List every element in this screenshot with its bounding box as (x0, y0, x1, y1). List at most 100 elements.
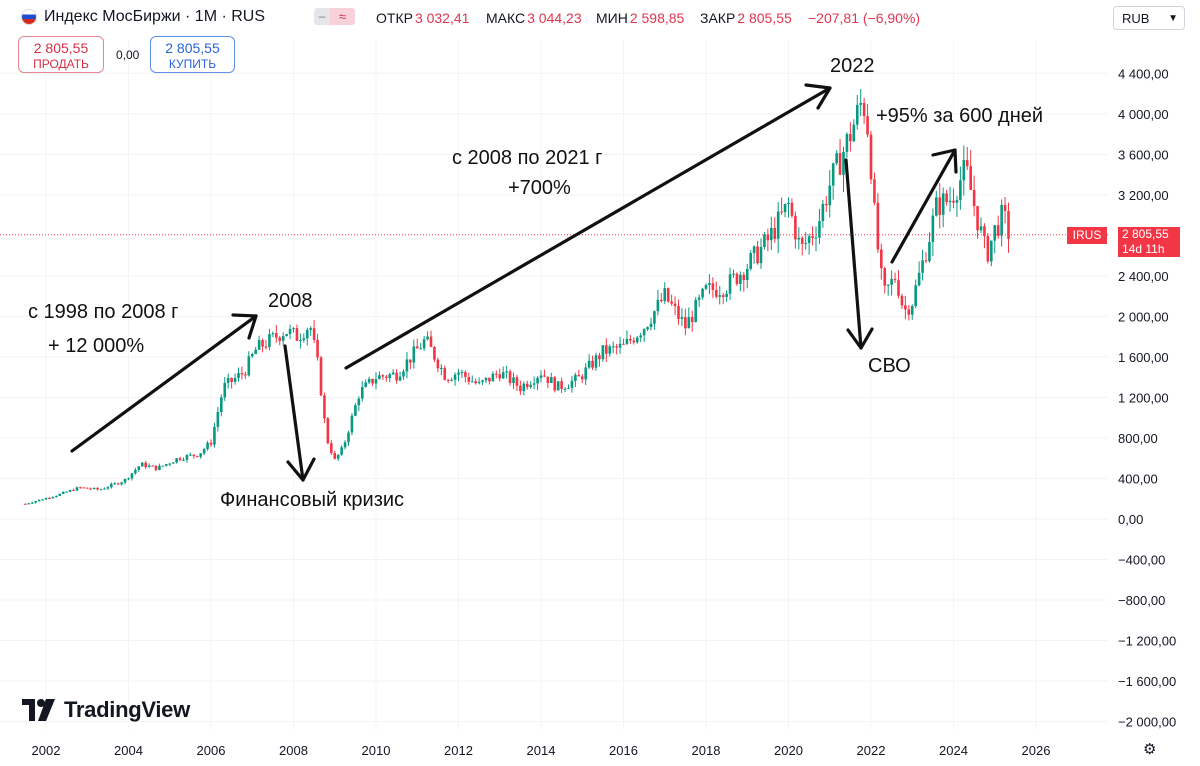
y-tick-label: 400,00 (1118, 471, 1158, 486)
ohlc-low: МИН 2 598,85 (596, 10, 684, 26)
candle-body (728, 274, 732, 294)
candle-body (825, 203, 828, 206)
candle-body (897, 280, 900, 296)
hide-indicator-button[interactable]: – (314, 8, 330, 25)
candle-body (653, 311, 656, 324)
candle-body (120, 482, 123, 485)
compare-icon[interactable]: ≈ (330, 8, 355, 25)
buy-button[interactable]: 2 805,55 КУПИТЬ (150, 36, 235, 73)
candle-body (948, 200, 952, 203)
annotation-2008-2021-line2: +700% (508, 177, 571, 199)
x-tick-label: 2026 (1022, 743, 1051, 758)
price-axis[interactable]: −2 000,00 −1 600,00 −1 200,00 −800,00 −400,0… (1118, 66, 1176, 729)
candle-body (821, 203, 825, 222)
candle-body (446, 379, 450, 381)
candle-body (900, 295, 904, 306)
candle-body (790, 202, 794, 216)
candle-body (550, 377, 553, 383)
candle-body (151, 465, 154, 467)
arrow-rise-1998-2008 (70, 313, 258, 453)
candle-body (639, 335, 642, 338)
candle-body (364, 382, 367, 387)
candle-body (591, 360, 594, 368)
candle-body (687, 317, 691, 329)
candle-body (440, 368, 443, 370)
candle-body (512, 377, 515, 384)
candle-body (161, 465, 165, 467)
candle-body (175, 458, 178, 463)
candle-body (477, 381, 481, 384)
y-tick-label: −1 200,00 (1118, 634, 1176, 649)
y-tick-label: 1 600,00 (1118, 350, 1169, 365)
candle-body (855, 104, 859, 125)
annotation-2008-2021-line1: с 2008 по 2021 г (452, 147, 602, 169)
candle-body (189, 454, 192, 456)
symbol-tag: IRUS (1067, 227, 1107, 244)
candle-body (360, 386, 364, 399)
low-label: МИН (596, 10, 628, 26)
candle-body (955, 200, 959, 203)
candle-body (715, 289, 718, 297)
candle-body (240, 373, 244, 375)
candle-body (395, 372, 398, 381)
candle-body (220, 397, 223, 413)
y-tick-label: −400,00 (1118, 553, 1165, 568)
y-tick-label: 2 400,00 (1118, 269, 1169, 284)
candle-body (185, 455, 189, 460)
candle-body (580, 376, 584, 380)
candle-body (402, 371, 405, 377)
arrow-crash-2022 (844, 158, 874, 350)
candle-body (938, 197, 942, 215)
candle-body (770, 227, 773, 241)
candle-body (24, 503, 27, 505)
candle-body (415, 346, 419, 349)
candle-body (347, 432, 350, 443)
y-tick-label: 0,00 (1118, 512, 1143, 527)
y-tick-label: 4 000,00 (1118, 107, 1169, 122)
candle-body (1007, 210, 1010, 239)
time-axis[interactable]: 2002 2004 2006 2008 2010 2012 2014 2016 2018 2020… (32, 743, 1051, 758)
candle-body (924, 260, 928, 262)
candle-body (642, 329, 646, 336)
candle-body (838, 153, 842, 175)
candle-body (261, 340, 264, 347)
candle-body (343, 442, 347, 448)
candle-body (519, 385, 522, 392)
candle-body (409, 359, 412, 363)
candle-body (247, 356, 251, 376)
ohlc-high: МАКС 3 044,23 (486, 10, 582, 26)
candle-body (209, 442, 213, 445)
candle-body (883, 268, 887, 286)
sell-button[interactable]: 2 805,55 ПРОДАТЬ (18, 36, 104, 73)
candle-body (869, 134, 873, 180)
candle-countdown: 14d 11h (1122, 242, 1165, 256)
x-tick-label: 2014 (527, 743, 556, 758)
candle-body (931, 215, 935, 242)
candle-body (281, 335, 285, 341)
candle-body (495, 373, 498, 375)
symbol-title[interactable]: Индекс МосБиржи · 1M · RUS (44, 8, 266, 25)
candle-body (299, 340, 302, 342)
candle-body (890, 278, 893, 285)
spread-value: 0,00 (116, 48, 140, 62)
candle-body (625, 338, 629, 344)
candle-body (663, 288, 667, 302)
candle-body (629, 338, 632, 341)
gear-icon[interactable]: ⚙ (1143, 741, 1157, 758)
chart-grid (0, 40, 1108, 730)
candle-body (374, 379, 378, 384)
change-value: −207,81 (−6,90%) (808, 10, 921, 26)
candle-body (230, 377, 233, 382)
candle-body (515, 377, 519, 386)
currency-select[interactable]: RUB ▼ (1113, 6, 1185, 30)
candle-body (391, 372, 395, 375)
annotation-financial-crisis: Финансовый кризис (220, 489, 404, 511)
candle-body (505, 371, 508, 373)
ohlc-open: ОТКР 3 032,41 (376, 10, 469, 26)
candle-body (450, 379, 453, 381)
candle-body (250, 354, 254, 357)
candle-body (766, 234, 770, 241)
candle-body (721, 295, 725, 298)
candle-body (405, 359, 409, 372)
